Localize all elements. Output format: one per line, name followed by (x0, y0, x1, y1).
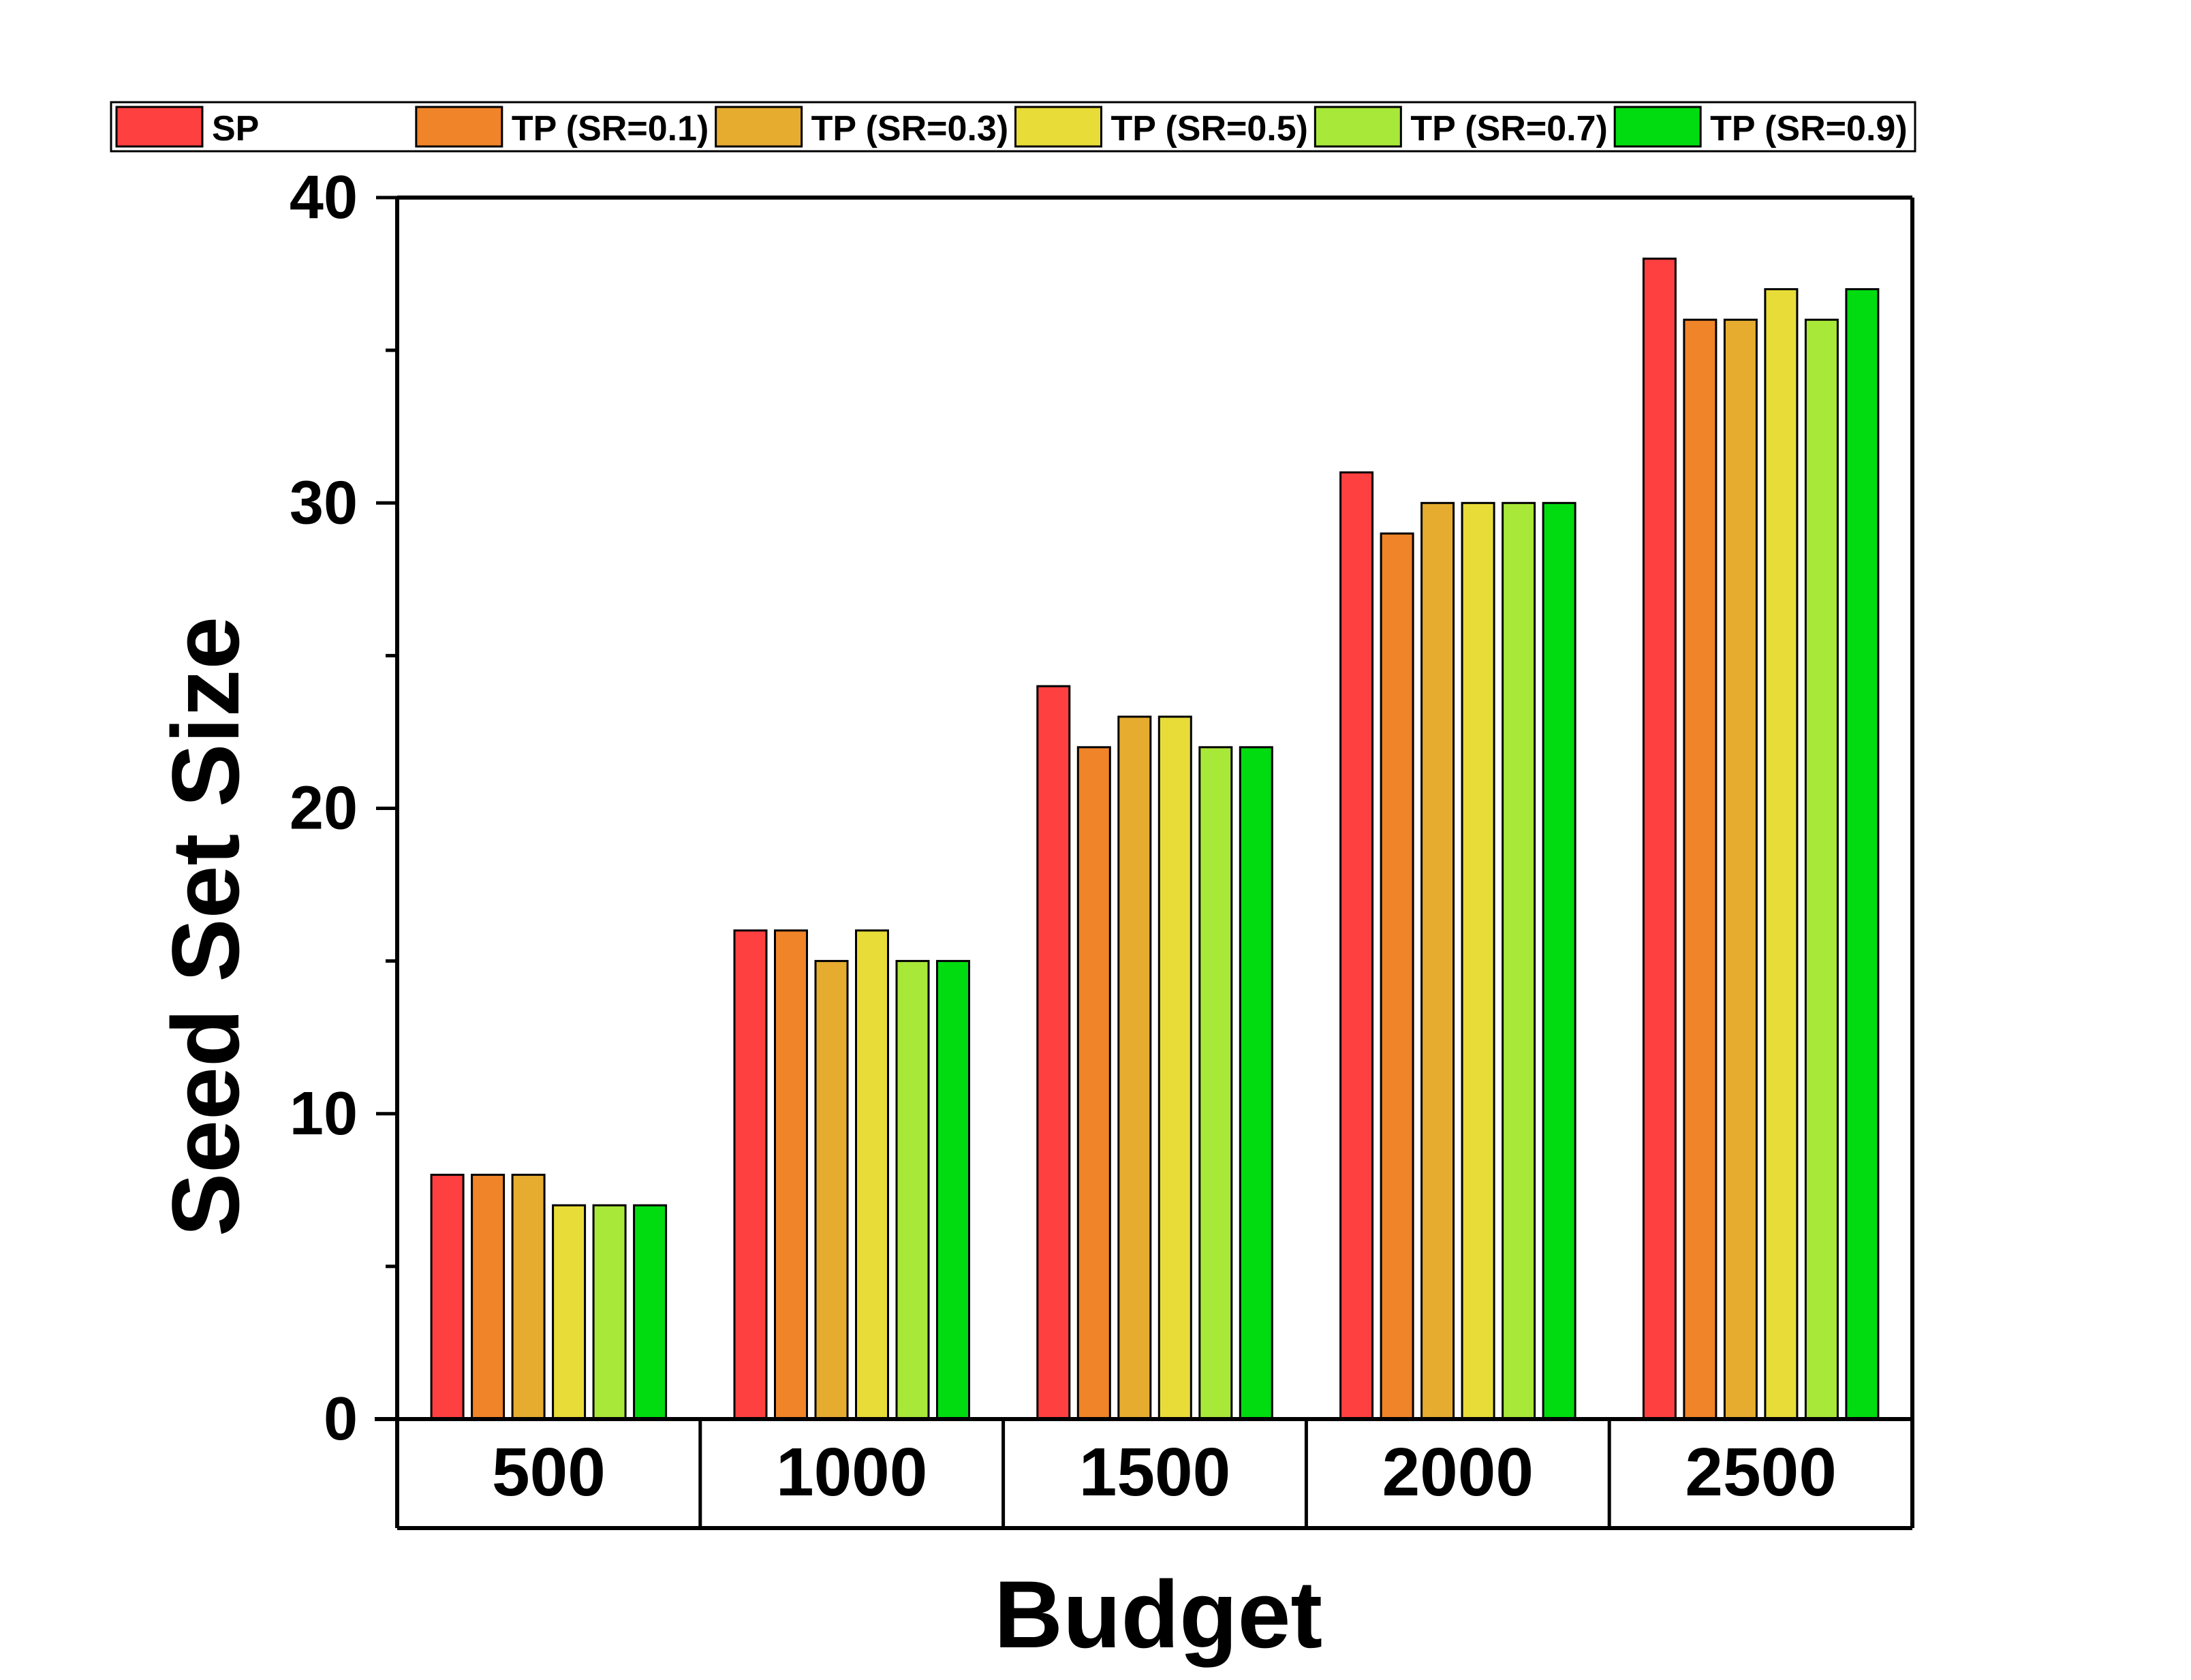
y-ticks: 0 10 20 30 40 (290, 164, 397, 1453)
x-category-label: 1500 (1079, 1434, 1230, 1510)
legend-swatch (1314, 106, 1402, 148)
legend-label: TP (SR=0.7) (1410, 109, 1607, 149)
bar-tp-sr-0-7--2000 (1502, 501, 1536, 1420)
x-axis-label: Budget (994, 1561, 1322, 1668)
bar-sp-2000 (1339, 471, 1374, 1420)
legend-swatch (1613, 106, 1702, 148)
bar-tp-sr-0-7--2500 (1804, 318, 1839, 1420)
bar-sp-1500 (1036, 685, 1071, 1420)
x-category-table: 500 1000 1500 2000 2500 (397, 1419, 1914, 1530)
bar-tp-sr-0-3--500 (511, 1173, 546, 1420)
legend-label: TP (SR=0.3) (811, 109, 1008, 149)
bar-tp-sr-0-3--1000 (814, 960, 849, 1420)
bar-tp-sr-0-3--1500 (1117, 715, 1152, 1420)
y-tick-label: 40 (290, 164, 358, 232)
y-tick-label: 0 (324, 1385, 358, 1453)
legend-swatch (115, 106, 204, 148)
y-axis-label: Seed Set Size (152, 617, 259, 1236)
legend-label: TP (SR=0.9) (1710, 109, 1907, 149)
bar-tp-sr-0-9--2500 (1845, 288, 1880, 1420)
x-category-label: 2500 (1685, 1434, 1836, 1510)
bar-tp-sr-0-7--500 (592, 1204, 627, 1420)
bars (430, 258, 1880, 1420)
bar-tp-sr-0-1--2000 (1380, 532, 1414, 1420)
y-tick-label: 20 (290, 775, 358, 843)
bar-tp-sr-0-5--2000 (1461, 501, 1495, 1420)
bar-tp-sr-0-1--1500 (1076, 746, 1111, 1420)
legend-label: SP (212, 109, 259, 149)
bar-tp-sr-0-1--1000 (774, 929, 808, 1420)
bar-tp-sr-0-7--1500 (1198, 746, 1233, 1420)
bar-tp-sr-0-9--500 (633, 1204, 668, 1420)
legend-swatch (1014, 106, 1102, 148)
bar-tp-sr-0-5--1500 (1157, 715, 1192, 1420)
bar-tp-sr-0-1--500 (471, 1173, 506, 1420)
legend-swatch (415, 106, 503, 148)
bar-sp-2500 (1642, 258, 1677, 1420)
bar-sp-500 (430, 1173, 465, 1420)
legend-label: TP (SR=0.5) (1111, 109, 1308, 149)
bar-tp-sr-0-3--2000 (1420, 501, 1455, 1420)
bar-tp-sr-0-5--500 (552, 1204, 587, 1420)
bar-sp-1000 (733, 929, 768, 1420)
bar-tp-sr-0-5--1000 (855, 929, 889, 1420)
axes (375, 196, 1914, 1528)
bar-tp-sr-0-3--2500 (1723, 318, 1758, 1420)
legend-swatch (715, 106, 803, 148)
legend: SP TP (SR=0.1) TP (SR=0.3) TP (SR=0.5) TP (S… (110, 101, 1916, 153)
bar-tp-sr-0-9--1500 (1239, 746, 1273, 1420)
x-category-label: 1000 (776, 1434, 927, 1510)
x-category-label: 500 (492, 1434, 606, 1510)
bar-tp-sr-0-9--1000 (936, 960, 970, 1420)
y-tick-label: 30 (290, 469, 358, 537)
bar-tp-sr-0-5--2500 (1764, 288, 1799, 1420)
bar-tp-sr-0-1--2500 (1683, 318, 1718, 1420)
bar-tp-sr-0-7--1000 (895, 960, 930, 1420)
x-category-label: 2000 (1382, 1434, 1534, 1510)
y-tick-label: 10 (290, 1080, 358, 1148)
bar-tp-sr-0-9--2000 (1542, 501, 1576, 1420)
legend-label: TP (SR=0.1) (512, 109, 709, 149)
